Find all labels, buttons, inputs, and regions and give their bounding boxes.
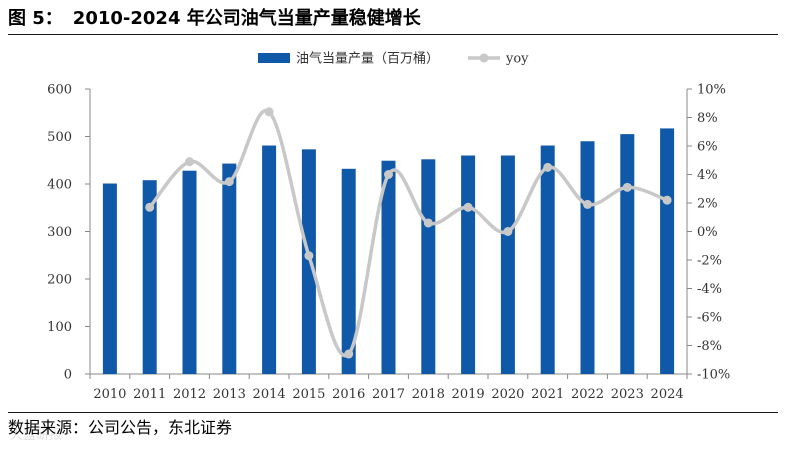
bar [262, 145, 277, 374]
x-tick-label: 2017 [372, 387, 405, 402]
bar [500, 155, 515, 374]
y-left-tick-label: 200 [47, 273, 72, 288]
y-right-tick-label: 10% [697, 83, 726, 98]
figure-label: 图 5： [8, 8, 63, 29]
bar [381, 160, 396, 374]
y-right-tick-label: -10% [697, 368, 730, 383]
bar [182, 170, 197, 374]
yoy-point [145, 202, 155, 212]
x-tick-label: 2016 [332, 387, 365, 402]
x-tick-label: 2015 [292, 387, 325, 402]
bar [540, 145, 555, 374]
legend-label-bar: 油气当量产量（百万桶） [296, 51, 439, 67]
yoy-point [304, 251, 314, 261]
yoy-point [264, 107, 274, 117]
bar [102, 183, 117, 374]
yoy-point [384, 170, 393, 179]
y-right-tick-label: -2% [697, 254, 722, 269]
watermark: 大盘研报 [10, 428, 63, 443]
legend-swatch-bar [258, 53, 290, 63]
y-right-tick-label: 0% [697, 225, 718, 240]
x-tick-label: 2018 [412, 387, 445, 402]
yoy-point [503, 227, 513, 236]
source-note: 数据来源：公司公告，东北证券 [8, 412, 778, 441]
x-tick-label: 2011 [133, 387, 166, 402]
legend-label-line: yoy [505, 52, 529, 67]
y-left-tick-label: 300 [47, 225, 72, 240]
y-right-tick-label: 6% [697, 140, 718, 155]
x-tick-label: 2010 [93, 387, 126, 402]
x-tick-label: 2014 [253, 387, 286, 402]
y-right-tick-label: -4% [697, 282, 722, 297]
y-left-tick-label: 400 [47, 178, 72, 193]
figure-title: 2010-2024 年公司油气当量产量稳健增长 [72, 8, 421, 29]
x-tick-label: 2023 [611, 387, 644, 402]
legend-swatch-marker [479, 53, 489, 63]
y-left-tick-label: 100 [47, 320, 72, 335]
bar [660, 128, 675, 374]
y-right-tick-label: 4% [697, 168, 718, 183]
bar [222, 163, 237, 374]
y-left-tick-label: 600 [47, 83, 72, 98]
y-right-tick-label: -6% [697, 311, 722, 326]
x-tick-label: 2013 [213, 387, 246, 402]
bar [580, 141, 595, 374]
yoy-point [543, 162, 553, 172]
y-right-tick-label: -8% [697, 339, 722, 354]
bar [461, 155, 476, 374]
yoy-point [185, 157, 194, 167]
x-tick-label: 2024 [651, 387, 684, 402]
yoy-point [662, 195, 672, 205]
bar [620, 134, 635, 374]
yoy-point [224, 177, 234, 187]
bar [142, 180, 157, 374]
y-right-tick-label: 8% [697, 111, 718, 126]
bar [421, 159, 436, 374]
x-tick-label: 2020 [491, 387, 524, 402]
bar [301, 149, 316, 374]
yoy-point [344, 349, 354, 359]
x-tick-label: 2019 [452, 387, 485, 402]
x-tick-label: 2021 [531, 387, 564, 402]
yoy-point [622, 182, 632, 192]
x-tick-label: 2022 [571, 387, 604, 402]
y-left-tick-label: 0 [64, 368, 72, 383]
bar [341, 168, 356, 374]
figure-title-bar: 图 5： 2010-2024 年公司油气当量产量稳健增长 [8, 4, 778, 35]
yoy-point [583, 199, 592, 209]
yoy-point [423, 218, 433, 228]
y-right-tick-label: 2% [697, 197, 718, 212]
x-tick-label: 2012 [173, 387, 206, 402]
yoy-point [463, 202, 473, 212]
y-left-tick-label: 500 [47, 130, 72, 145]
